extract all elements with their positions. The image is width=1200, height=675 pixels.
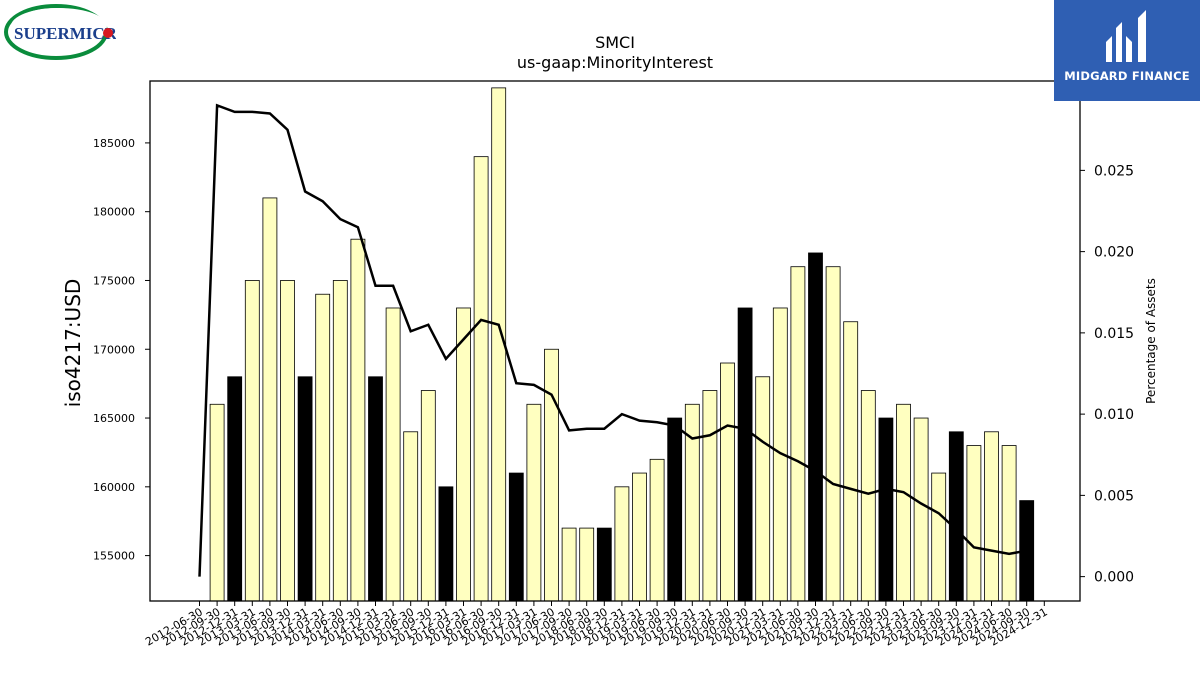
bar-2019-06-30	[649, 458, 665, 602]
bar-2012-12-31	[227, 376, 243, 602]
bar-2023-06-30	[931, 472, 947, 602]
bar-2013-03-31	[244, 280, 260, 602]
bar-2023-03-31	[913, 417, 929, 602]
y2-tick-label: 0.015	[1094, 326, 1134, 342]
x-axis: 2012-06-302012-09-302012-12-312013-03-31…	[143, 601, 1050, 649]
bar-2014-06-30	[332, 280, 348, 602]
y-tick-label: 180000	[93, 206, 135, 219]
bar-2021-06-30	[790, 266, 806, 602]
y-axis-right: 0.000 0.005 0.010 0.015 0.020 0.025	[1080, 163, 1134, 586]
y2-tick-label: 0.000	[1094, 570, 1134, 586]
bar-2022-12-31	[896, 403, 911, 602]
bar-2016-06-30	[473, 156, 489, 602]
bar-2014-03-31	[315, 293, 331, 602]
bar-2015-03-31	[385, 307, 401, 602]
percentage-line	[198, 103, 1027, 577]
midgard-finance-logo: MIDGARD FINANCE	[1054, 0, 1200, 101]
bar-2018-12-31	[614, 486, 630, 602]
bar-2015-06-30	[403, 431, 419, 602]
bar-2014-09-30	[350, 238, 366, 602]
y2-tick-label: 0.010	[1094, 407, 1134, 423]
bar-2017-09-30	[561, 527, 577, 602]
bar-2015-12-31	[438, 486, 454, 602]
bar-series	[209, 87, 1035, 602]
bar-2022-03-31	[843, 321, 859, 602]
bar-2017-03-31	[526, 403, 542, 602]
bar-2012-09-30	[209, 403, 225, 602]
y-tick-label: 175000	[93, 274, 135, 287]
midgard-finance-text: MIDGARD FINANCE	[1064, 69, 1190, 83]
bar-2020-03-31	[702, 390, 718, 602]
bar-2022-06-30	[860, 390, 876, 602]
y2-tick-label: 0.020	[1094, 245, 1134, 261]
y-tick-label: 155000	[93, 550, 135, 563]
bar-2019-03-31	[632, 472, 647, 602]
bar-2013-06-30	[262, 197, 278, 602]
bar-2021-12-31	[825, 266, 841, 602]
y-tick-label: 185000	[93, 137, 135, 150]
bar-2016-12-31	[508, 472, 524, 602]
bar-2024-06-30	[1001, 445, 1017, 602]
bar-2013-12-31	[297, 376, 313, 602]
bar-2013-09-30	[280, 280, 295, 602]
bar-2018-09-30	[596, 527, 612, 602]
y2-tick-label: 0.025	[1094, 163, 1134, 179]
bar-2017-06-30	[544, 348, 559, 602]
y-tick-label: 170000	[93, 343, 135, 356]
y2-tick-label: 0.005	[1094, 488, 1134, 504]
chart-title: SMCI	[595, 33, 635, 52]
bar-2015-09-30	[420, 390, 436, 602]
y2-axis-label: Percentage of Assets	[1144, 278, 1158, 404]
svg-text:SUPERMICR: SUPERMICR	[14, 24, 116, 43]
bar-2016-03-31	[456, 307, 471, 602]
bar-2019-09-30	[667, 417, 683, 602]
bar-2020-06-30	[720, 362, 735, 602]
bar-2018-06-30	[579, 527, 595, 602]
bar-2024-03-31	[984, 431, 999, 602]
y-tick-label: 160000	[93, 481, 135, 494]
supermicro-logo: SUPERMICR	[4, 4, 118, 62]
bar-2020-12-31	[755, 376, 771, 602]
bar-2023-09-30	[948, 431, 964, 602]
bar-2014-12-31	[368, 376, 383, 602]
y-axis-left: 155000 160000 165000 170000 175000 180000 1850…	[93, 137, 150, 563]
chart-subtitle: us-gaap:MinorityInterest	[517, 53, 713, 72]
plot-frame	[149, 80, 1081, 602]
bar-2022-09-30	[878, 417, 894, 602]
bar-2021-09-30	[808, 252, 823, 602]
y-axis-label: iso4217:USD	[61, 279, 85, 408]
bar-2023-12-31	[966, 445, 982, 602]
bar-2020-09-30	[737, 307, 753, 602]
y-tick-label: 165000	[93, 412, 135, 425]
